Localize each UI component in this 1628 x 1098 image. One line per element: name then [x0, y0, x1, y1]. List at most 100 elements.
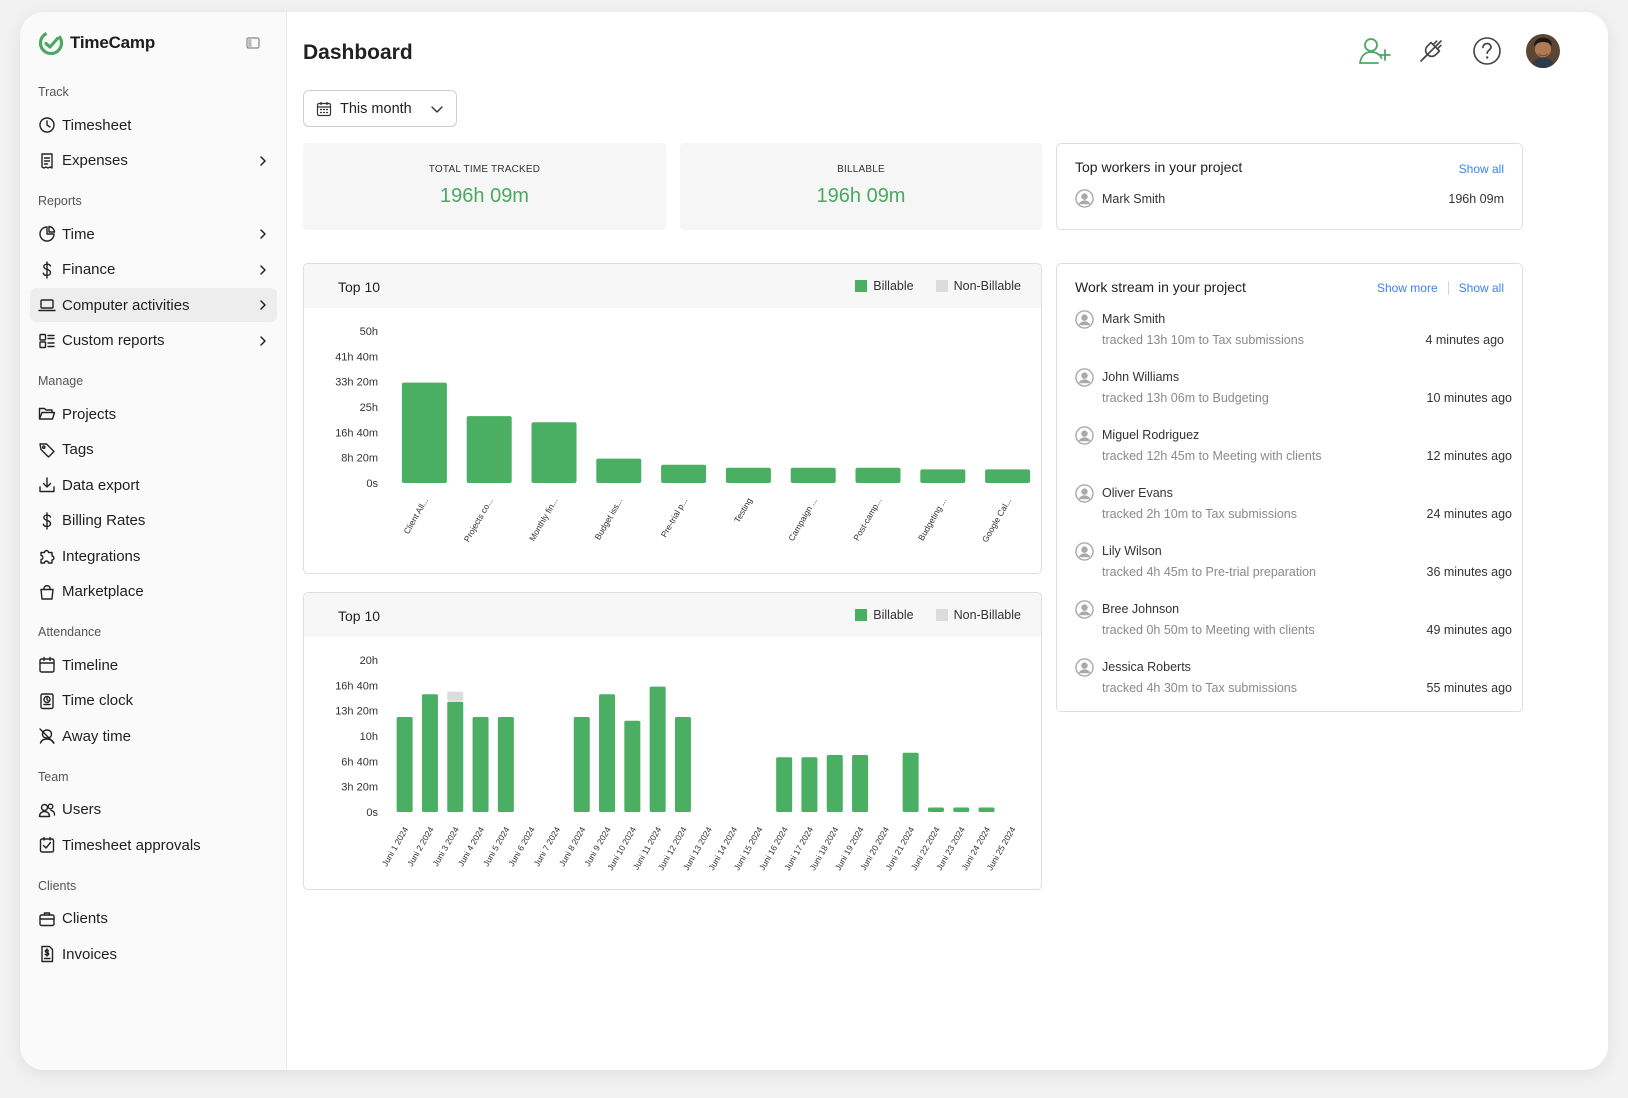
bar-billable[interactable] — [674, 717, 691, 812]
sidebar-item-label: Timeline — [62, 656, 119, 674]
app-window: TimeCamp Track Timesheet Expenses Report… — [20, 12, 1608, 1070]
top-worker-name: Mark Smith — [1102, 191, 1166, 206]
work-stream-show-all-link[interactable]: Show all — [1458, 281, 1504, 295]
work-stream-description: tracked 13h 06m to Budgeting — [1102, 391, 1269, 405]
bar-billable[interactable] — [573, 717, 590, 812]
bar-billable[interactable] — [902, 752, 919, 812]
work-stream-user-name: John Williams — [1102, 370, 1180, 384]
bar-billable[interactable] — [497, 717, 514, 812]
bar-billable[interactable] — [953, 807, 970, 812]
bar-billable[interactable] — [790, 467, 836, 483]
help-button[interactable] — [1470, 34, 1504, 68]
bar-billable[interactable] — [855, 467, 901, 483]
work-stream-item[interactable]: John Williams tracked 13h 06m to Budgeti… — [1075, 368, 1512, 418]
sidebar-item-invoices[interactable]: Invoices — [30, 937, 277, 971]
bar-billable[interactable] — [649, 686, 666, 812]
logo[interactable]: TimeCamp — [38, 30, 155, 56]
puzzle-icon — [40, 549, 55, 564]
bar-billable[interactable] — [978, 807, 995, 812]
work-stream-item[interactable]: Miguel Rodriguez tracked 12h 45m to Meet… — [1075, 426, 1512, 476]
top-workers-show-all-link[interactable]: Show all — [1458, 162, 1504, 176]
bar-billable[interactable] — [920, 469, 966, 483]
work-stream-item[interactable]: Oliver Evans tracked 2h 10m to Tax submi… — [1075, 484, 1512, 534]
bar-billable[interactable] — [531, 422, 577, 483]
invite-user-button[interactable] — [1358, 34, 1392, 68]
date-range-dropdown[interactable]: This month — [303, 90, 457, 127]
bar-billable[interactable] — [661, 464, 707, 483]
sidebar-item-data-export[interactable]: Data export — [30, 468, 277, 502]
y-axis-tick-label: 41h 40m — [335, 351, 378, 363]
bar-billable[interactable] — [985, 469, 1031, 483]
bar-billable[interactable] — [927, 807, 944, 812]
legend-billable[interactable]: Billable — [855, 279, 914, 293]
work-stream-item[interactable]: Bree Johnson tracked 0h 50m to Meeting w… — [1075, 600, 1512, 650]
sidebar-item-billing-rates[interactable]: Billing Rates — [30, 504, 277, 538]
x-axis-tick-label: Campaign ... — [786, 496, 819, 543]
legend-billable[interactable]: Billable — [855, 608, 914, 622]
bar-billable[interactable] — [447, 701, 464, 812]
sidebar-item-projects[interactable]: Projects — [30, 397, 277, 431]
sidebar-item-time-clock[interactable]: Time clock — [30, 684, 277, 718]
sidebar-item-timesheet-approvals[interactable]: Timesheet approvals — [30, 828, 277, 862]
bar-billable[interactable] — [401, 382, 447, 483]
bar-billable[interactable] — [421, 694, 438, 812]
work-stream-item[interactable]: Lily Wilson tracked 4h 45m to Pre-trial … — [1075, 542, 1512, 592]
sidebar-item-custom-reports[interactable]: Custom reports — [30, 324, 277, 358]
y-axis-tick-label: 8h 20m — [341, 453, 378, 465]
y-axis-tick-label: 0s — [366, 807, 378, 819]
sidebar-item-label: Billing Rates — [62, 512, 146, 529]
nav-section-attendance: Attendance — [38, 625, 102, 639]
legend-non-billable[interactable]: Non-Billable — [935, 608, 1021, 622]
user-avatar-icon — [1075, 368, 1094, 387]
bar-billable[interactable] — [725, 467, 771, 483]
sidebar-item-computer-activities[interactable]: Computer activities — [30, 288, 277, 322]
work-stream-user-name: Oliver Evans — [1102, 486, 1173, 500]
sidebar-item-finance[interactable]: Finance — [30, 253, 277, 287]
folder-icon — [38, 407, 56, 420]
bar-billable[interactable] — [396, 717, 413, 812]
bar-billable[interactable] — [596, 458, 642, 483]
bar-billable[interactable] — [466, 416, 512, 483]
top-actions — [1358, 34, 1560, 68]
legend-non-billable[interactable]: Non-Billable — [935, 279, 1021, 293]
x-axis-tick-label: Budget iss... — [592, 496, 624, 542]
legend-billable-label: Billable — [873, 279, 914, 293]
y-axis-tick-label: 50h — [360, 326, 378, 338]
bar-billable[interactable] — [801, 757, 818, 812]
sidebar-item-label: Custom reports — [62, 332, 165, 349]
bar-billable[interactable] — [826, 755, 843, 812]
work-stream-time-ago: 4 minutes ago — [1425, 333, 1504, 347]
sidebar-item-clients[interactable]: Clients — [30, 902, 277, 936]
download-icon — [39, 477, 55, 493]
work-stream-item[interactable]: Jessica Roberts tracked 4h 30m to Tax su… — [1075, 658, 1512, 708]
y-axis-tick-label: 13h 20m — [335, 706, 378, 718]
bar-billable[interactable] — [472, 717, 489, 812]
user-avatar[interactable] — [1526, 34, 1560, 68]
sidebar-item-away-time[interactable]: Away time — [30, 719, 277, 753]
sidebar-item-timeline[interactable]: Timeline — [30, 648, 277, 682]
sidebar-item-expenses[interactable]: Expenses — [30, 144, 277, 178]
bar-billable[interactable] — [776, 757, 793, 812]
top-worker-row[interactable]: Mark Smith 196h 09m — [1075, 189, 1504, 208]
bar-non-billable[interactable] — [447, 691, 464, 701]
sidebar-item-users[interactable]: Users — [30, 793, 277, 827]
legend-billable-swatch — [855, 280, 868, 292]
work-stream-item[interactable]: Mark Smith tracked 13h 10m to Tax submis… — [1075, 310, 1512, 360]
work-stream-description: tracked 0h 50m to Meeting with clients — [1102, 623, 1315, 637]
sidebar-item-timesheet[interactable]: Timesheet — [30, 108, 277, 142]
bar-billable[interactable] — [624, 720, 641, 812]
plug-icon — [1420, 40, 1442, 62]
sidebar-item-label: Away time — [62, 727, 131, 745]
bar-billable[interactable] — [852, 755, 869, 812]
sidebar-item-marketplace[interactable]: Marketplace — [30, 575, 277, 609]
sidebar-item-time[interactable]: Time — [30, 217, 277, 251]
integrations-plug-button[interactable] — [1414, 34, 1448, 68]
work-stream-show-more-link[interactable]: Show more — [1376, 281, 1438, 295]
sidebar-item-integrations[interactable]: Integrations — [30, 539, 277, 573]
legend-non-billable-label: Non-Billable — [953, 279, 1021, 293]
bar-billable[interactable] — [599, 694, 616, 812]
date-range-label: This month — [340, 100, 412, 117]
work-stream-user-name: Miguel Rodriguez — [1102, 428, 1200, 442]
sidebar-collapse-icon[interactable] — [246, 36, 260, 50]
sidebar-item-tags[interactable]: Tags — [30, 433, 277, 467]
